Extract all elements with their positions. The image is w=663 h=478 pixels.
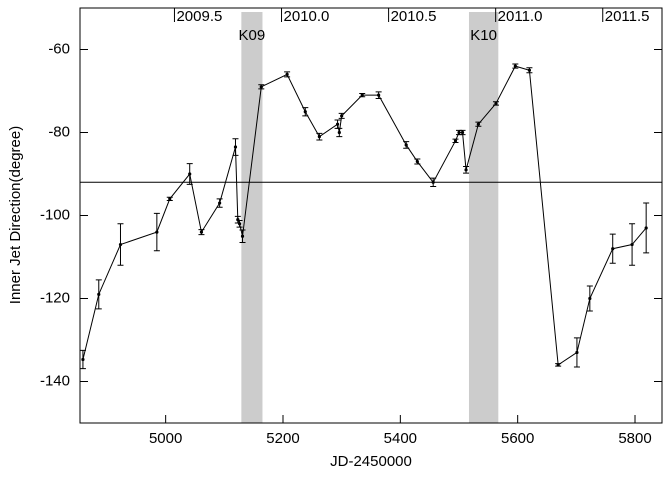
data-point xyxy=(464,168,468,172)
x2-tick-label: 2009.5 xyxy=(176,8,222,25)
plot-frame xyxy=(79,7,663,424)
shaded-band xyxy=(468,12,499,423)
data-point xyxy=(81,357,85,362)
x-tick-label: 5200 xyxy=(266,430,299,447)
x2-tick-label: 2011.5 xyxy=(605,8,650,25)
data-point xyxy=(218,201,222,205)
data-point xyxy=(575,350,579,355)
x-axis-label: JD-2450000 xyxy=(330,453,412,470)
data-point xyxy=(457,130,461,135)
data-point xyxy=(476,122,480,126)
x2-tick-label: 2010.0 xyxy=(284,8,330,25)
data-point xyxy=(644,226,648,230)
data-point xyxy=(303,110,307,114)
data-point xyxy=(155,230,159,234)
y-tick-label: -60 xyxy=(48,40,70,57)
y-tick-label: -120 xyxy=(40,289,70,306)
data-point xyxy=(233,145,238,149)
x-tick-label: 5600 xyxy=(501,430,534,447)
data-point xyxy=(335,122,340,126)
data-point xyxy=(460,130,465,135)
x-tick-label: 5000 xyxy=(149,430,182,447)
data-line xyxy=(82,65,647,366)
data-point xyxy=(285,72,289,76)
y-tick-label: -80 xyxy=(48,123,70,140)
data-point xyxy=(259,85,263,89)
data-point xyxy=(630,242,634,247)
data-point xyxy=(377,93,381,97)
band-label: K10 xyxy=(470,27,497,44)
data-point xyxy=(453,139,458,143)
data-point xyxy=(240,234,245,238)
data-point xyxy=(404,143,408,147)
data-point xyxy=(168,197,172,201)
data-point xyxy=(527,68,532,72)
data-point xyxy=(199,230,204,234)
data-point xyxy=(588,296,592,301)
band-label: K09 xyxy=(239,27,266,44)
data-point xyxy=(360,93,364,97)
x-tick-label: 5800 xyxy=(618,430,651,447)
data-point xyxy=(415,159,419,164)
data-point xyxy=(340,114,344,118)
data-point xyxy=(317,135,321,139)
y-tick-label: -100 xyxy=(40,206,70,223)
data-point xyxy=(118,242,123,247)
shaded-band xyxy=(241,12,263,423)
data-point xyxy=(611,247,615,251)
x-tick-label: 5400 xyxy=(384,430,417,447)
y-tick-label: -140 xyxy=(40,372,70,389)
x2-tick-label: 2010.5 xyxy=(391,8,437,25)
x2-tick-label: 2011.0 xyxy=(498,8,543,25)
data-point xyxy=(97,292,101,296)
y-axis-label: Inner Jet Direction(degree) xyxy=(7,126,24,304)
data-point xyxy=(237,222,242,226)
data-point xyxy=(188,172,192,176)
data-point xyxy=(337,130,341,135)
data-point xyxy=(494,101,498,106)
data-point xyxy=(431,180,435,184)
data-point xyxy=(513,64,517,68)
data-point xyxy=(556,363,560,367)
